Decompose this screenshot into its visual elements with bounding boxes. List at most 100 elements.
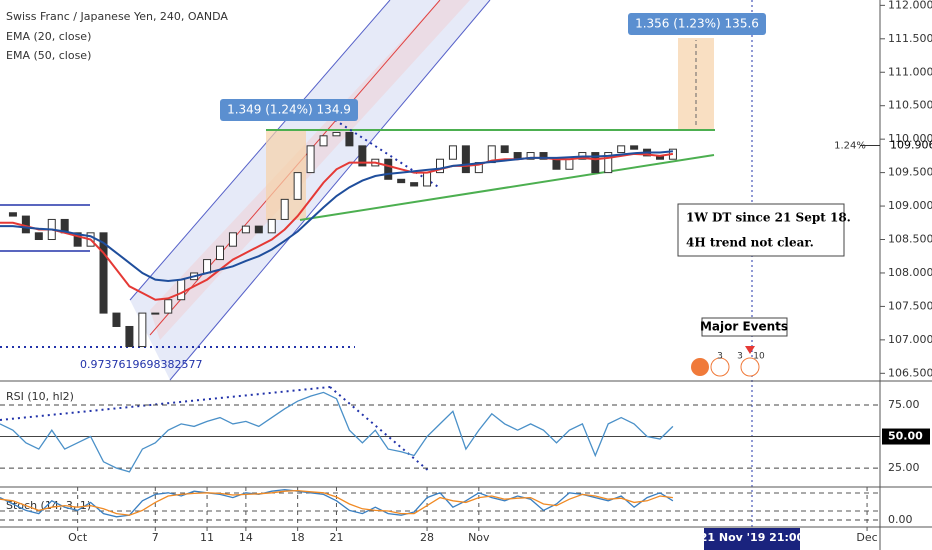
candle [164,299,173,314]
candle [436,158,444,174]
y-tick-badge [882,428,930,445]
crosshair-label: 21 Nov '19 21:00 [700,531,805,544]
event-icon [740,357,760,377]
y-tick-label: 0.00 [888,513,913,526]
candle [151,312,160,315]
y-tick-label: 107.000 [888,333,932,346]
y-tick-label: 50.00 [888,430,923,443]
candle [267,218,276,234]
note: 1W DT since 21 Sept 18. [686,211,851,225]
x-tick-label: Oct [68,531,88,544]
x-tick-label: 7 [152,531,159,544]
candle [306,145,315,174]
measure-label: 1.356 (1.23%) 135.6 [635,17,759,31]
candle [448,145,457,160]
candle [203,259,212,274]
y-tick-label: 106.500 [888,366,932,379]
candle [99,232,108,314]
y-tick-label: 108.500 [888,233,932,246]
candle [112,312,121,327]
candle [423,172,432,187]
measure-label-bg [628,13,766,35]
y-tick-label: 109.000 [888,199,932,212]
y-tick-label: 109.500 [888,166,932,179]
events-box [701,317,788,337]
candle [384,158,393,180]
candle [345,131,354,147]
x-tick-label: Dec [856,531,877,544]
rsi-trend [0,386,331,421]
candle [280,198,289,220]
event-count: 3 [737,352,743,362]
measure-label-bg [220,99,358,121]
candle [410,182,419,187]
candle [177,279,186,301]
event-arrow [745,346,755,354]
candle [319,135,328,147]
candle [358,145,367,167]
last-price: 109.906 [890,138,932,151]
indicator-line [0,391,674,473]
y-tick-label: 25.00 [888,461,920,474]
x-tick-label: 14 [239,531,253,544]
x-tick-label: 28 [420,531,434,544]
candle [500,145,509,154]
y-tick-label: 111.500 [888,32,932,45]
candle [254,225,263,234]
event-icon [710,357,730,377]
candle [241,225,250,234]
ema-line [0,150,674,283]
candle [73,232,82,247]
y-tick-label: 110.500 [888,99,932,112]
candle [617,145,626,154]
candle [604,152,613,174]
candle [526,152,535,160]
chart-title: Swiss Franc / Japanese Yen, 240, OANDA [6,10,228,23]
channel-line [129,0,391,301]
candle [332,131,341,137]
note-box [677,203,845,257]
event-count: 3 [717,352,723,362]
y-tick-label: 75.00 [888,398,920,411]
legend-entry: EMA (50, close) [6,49,91,62]
candle [539,152,548,160]
last-change: 1.24% [834,140,866,151]
candle [34,232,43,241]
candle [8,212,17,217]
candle [630,145,639,150]
x-tick-label: 21 [329,531,343,544]
candle [397,178,406,184]
event-icon [691,358,709,376]
candle [125,325,134,348]
y-tick-label: 112.000 [888,0,932,11]
rsi-trend [329,386,431,473]
events-label: Major Events [700,320,788,334]
channel [130,0,490,380]
y-tick-label: 110.000 [888,132,932,145]
candle [138,312,147,348]
event-count: 10 [753,352,765,362]
indicator-line [0,488,674,518]
ema-line [0,152,674,301]
indicator-line [0,489,673,516]
candle [293,172,302,200]
x-tick-label: 18 [291,531,305,544]
y-tick-label: 107.500 [888,299,932,312]
candle [591,152,600,174]
candle [565,158,574,170]
candle [461,145,470,174]
channel-line [169,0,491,381]
candle [552,158,561,170]
panel-title: RSI (10, hl2) [6,390,74,403]
support-line [299,154,715,221]
legend-entry: EMA (20, close) [6,30,91,43]
x-tick-label: 11 [200,531,214,544]
measure-label: 1.349 (1.24%) 134.9 [227,103,351,117]
crosshair-label-bg [704,528,800,550]
y-tick-label: 108.000 [888,266,932,279]
note: 4H trend not clear. [686,236,814,250]
candle [228,232,237,247]
x-tick-label: Nov [468,531,490,544]
low-label: 0.9737619698382577 [80,358,202,371]
